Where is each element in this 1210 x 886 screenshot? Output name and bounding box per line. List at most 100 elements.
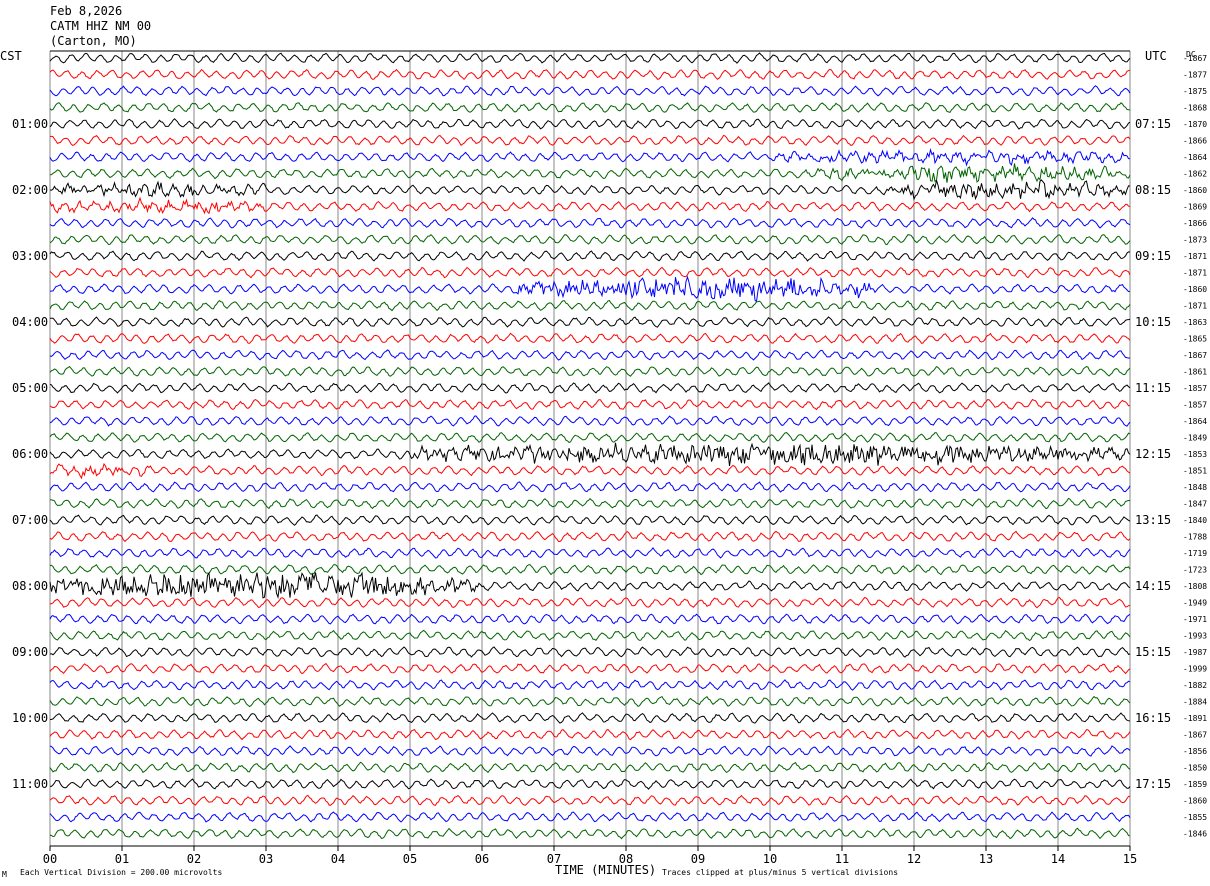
seismic-trace [49,462,1131,480]
clip-note: Traces clipped at plus/minus 5 vertical … [662,868,899,877]
dc-offset-label: -1857 [1183,401,1207,410]
dc-offset-label: -1873 [1183,236,1207,245]
x-tick-label: 15 [1123,852,1137,866]
seismic-trace [49,118,1131,130]
dc-offset-label: -1868 [1183,104,1207,113]
seismic-trace [49,102,1131,114]
dc-offset-label: -1987 [1183,648,1207,657]
dc-offset-label: -1863 [1183,318,1207,327]
seismic-trace [49,163,1131,183]
dc-offset-label: -1849 [1183,434,1207,443]
x-tick-label: 06 [475,852,489,866]
seismic-trace [49,564,1131,576]
seismic-trace [49,52,1131,64]
seismic-trace [49,811,1131,823]
left-timezone-label: CST [0,49,22,63]
dc-offset-label: -1999 [1183,665,1207,674]
seismic-trace [49,761,1131,774]
right-hour-label: 08:15 [1135,183,1171,197]
seismic-trace [49,778,1131,790]
seismic-trace [49,349,1131,361]
seismic-trace [49,179,1131,201]
dc-offset-label: -1856 [1183,747,1207,756]
right-hour-label: 10:15 [1135,315,1171,329]
left-hour-label: 11:00 [12,777,48,791]
scale-note: Each Vertical Division = 200.00 microvol… [20,868,223,877]
left-hour-label: 04:00 [12,315,48,329]
seismic-trace [49,299,1131,312]
dc-offset-label: -1884 [1183,698,1207,707]
seismic-trace [49,712,1131,724]
station-location: (Carton, MO) [50,34,137,48]
x-tick-label: 14 [1051,852,1065,866]
right-hour-label: 17:15 [1135,777,1171,791]
seismic-trace [49,316,1131,328]
seismic-trace [49,827,1131,840]
right-hour-label: 09:15 [1135,249,1171,263]
x-tick-label: 01 [115,852,129,866]
x-tick-label: 02 [187,852,201,866]
dc-offset-label: -1867 [1183,54,1207,63]
x-tick-label: 07 [547,852,561,866]
dc-offset-label: -1971 [1183,615,1207,624]
dc-offset-label: -1840 [1183,516,1207,525]
seismic-trace [49,646,1131,658]
dc-offset-label: -1869 [1183,203,1207,212]
x-tick-label: 00 [43,852,57,866]
x-tick-label: 05 [403,852,417,866]
dc-offset-label: -1846 [1183,830,1207,839]
x-tick-label: 13 [979,852,993,866]
seismic-trace [49,530,1131,543]
dc-offset-label: -1788 [1183,533,1207,542]
seismic-trace [49,629,1131,642]
seismic-trace [49,547,1131,559]
seismic-trace [49,497,1130,510]
dc-offset-label: -1867 [1183,731,1207,740]
seismic-trace [49,332,1131,344]
right-hour-label: 14:15 [1135,579,1171,593]
seismic-trace [49,613,1131,625]
seismic-trace [49,365,1131,377]
dc-offset-label: -1949 [1183,599,1207,608]
seismic-trace [49,662,1131,675]
seismic-trace [49,596,1131,609]
right-hour-label: 12:15 [1135,447,1171,461]
dc-offset-label: -1871 [1183,252,1207,261]
right-hour-label: 13:15 [1135,513,1171,527]
seismic-trace [49,514,1131,526]
station-name: CATM HHZ NM 00 [50,19,152,33]
seismic-trace [49,432,1131,443]
right-hour-label: 16:15 [1135,711,1171,725]
seismic-trace [49,415,1131,427]
x-axis-title: TIME (MINUTES) [555,863,657,877]
seismic-trace [49,233,1131,246]
left-hour-label: 10:00 [12,711,48,725]
dc-offset-label: -1851 [1183,467,1207,476]
dc-offset-label: -1719 [1183,549,1207,558]
dc-offset-label: -1867 [1183,351,1207,360]
seismic-trace [49,266,1131,279]
dc-offset-label: -1808 [1183,582,1207,591]
corner-mark: M [2,870,7,879]
left-hour-label: 07:00 [12,513,48,527]
left-hour-label: 05:00 [12,381,48,395]
dc-offset-label: -1877 [1183,71,1207,80]
dc-offset-label: -1875 [1183,87,1207,96]
seismic-trace [49,695,1131,708]
seismic-trace [49,196,1131,215]
dc-offset-label: -1882 [1183,681,1207,690]
left-hour-label: 02:00 [12,183,48,197]
right-hour-label: 07:15 [1135,117,1171,131]
seismic-trace [49,382,1131,394]
dc-offset-label: -1847 [1183,500,1207,509]
dc-offset-label: -1850 [1183,764,1207,773]
dc-offset-label: -1870 [1183,120,1207,129]
dc-offset-label: -1866 [1183,219,1207,228]
dc-offset-label: -1860 [1183,186,1207,195]
seismic-trace [49,68,1131,81]
x-tick-label: 11 [835,852,849,866]
seismic-trace [49,679,1131,691]
dc-offset-label: -1857 [1183,384,1207,393]
dc-offset-label: -1862 [1183,170,1207,179]
